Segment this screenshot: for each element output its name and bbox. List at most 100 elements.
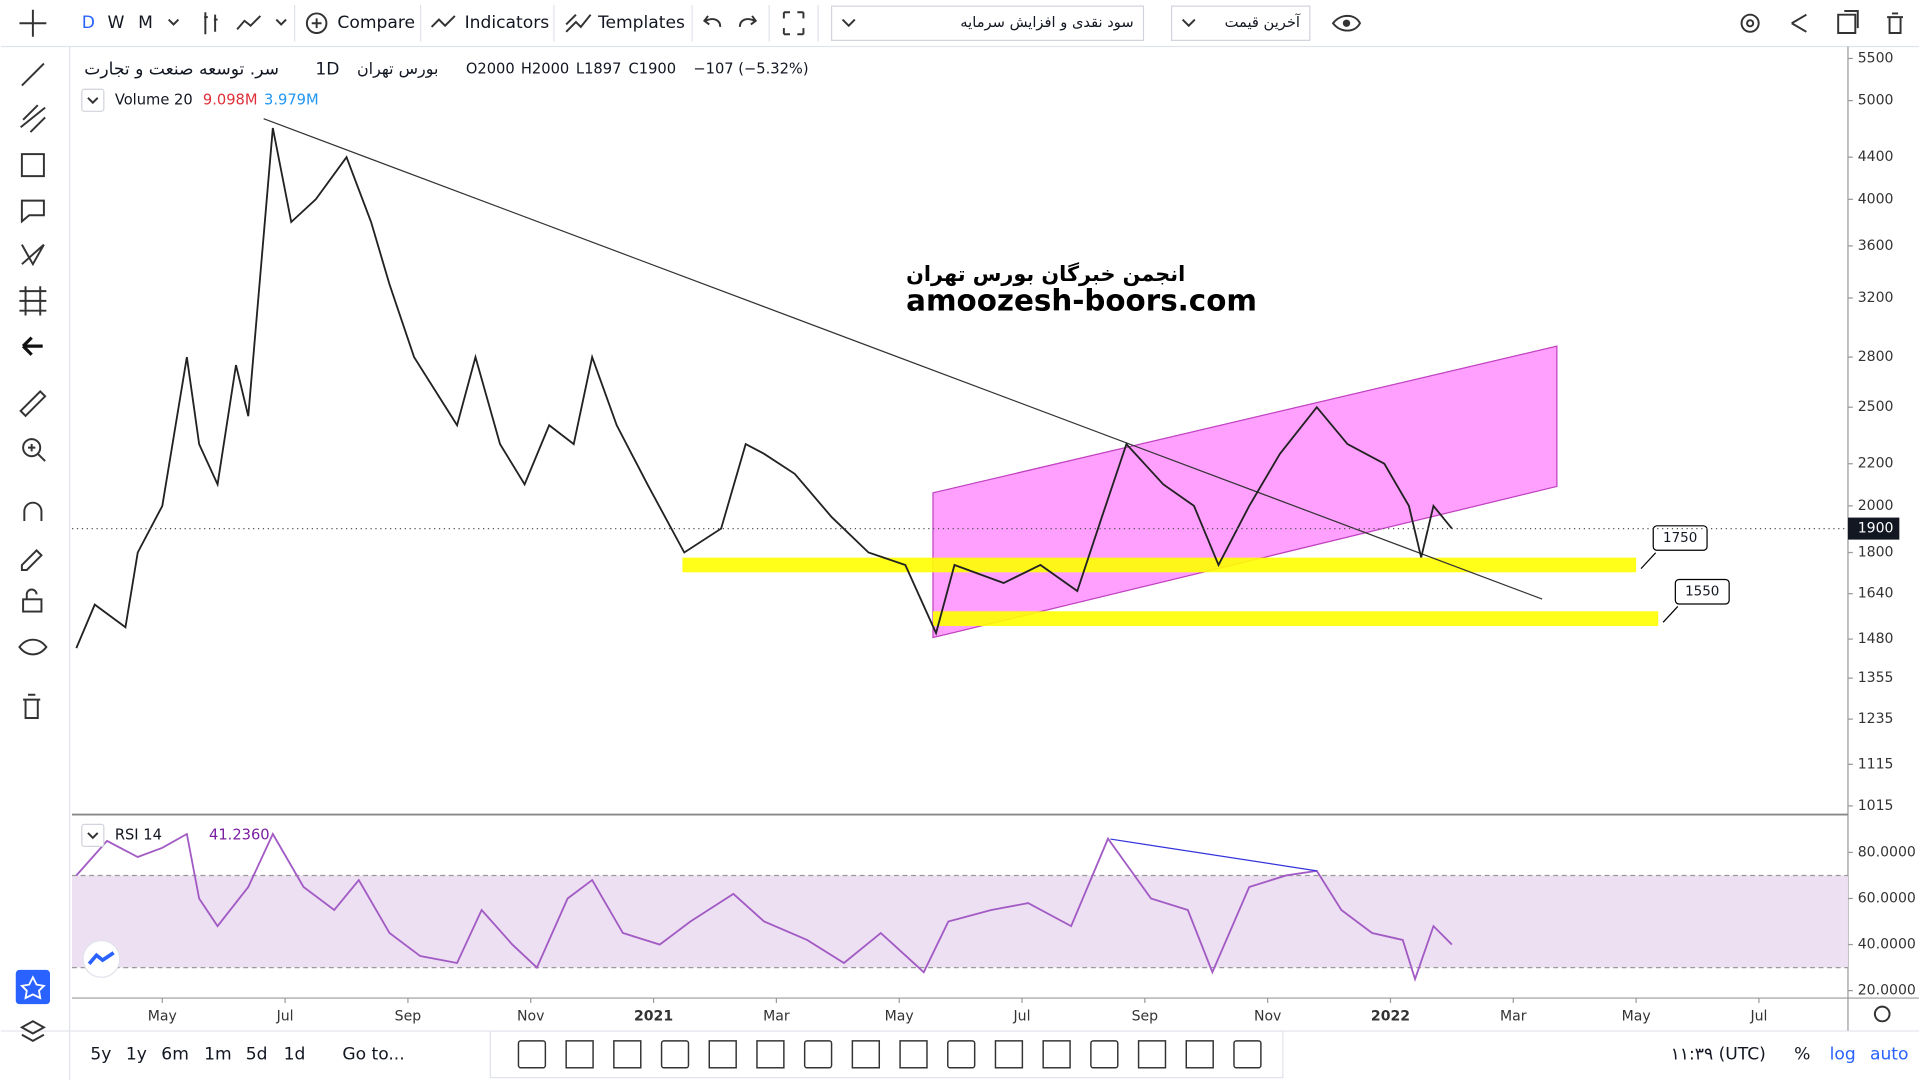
y-tick-label: 20.0000: [1858, 983, 1916, 999]
settings-icon[interactable]: [1740, 13, 1760, 33]
drawing-tool[interactable]: [1233, 1040, 1262, 1069]
indicators-icon[interactable]: [430, 15, 456, 28]
text-tool[interactable]: [20, 199, 45, 224]
last-price-badge: [1847, 517, 1900, 540]
range-button[interactable]: 1d: [284, 1044, 306, 1064]
magnet-tool[interactable]: [23, 501, 43, 522]
candles-icon[interactable]: [204, 12, 218, 35]
drawing-tool[interactable]: [994, 1040, 1024, 1069]
x-tick-label: May: [148, 1008, 177, 1024]
trash-icon[interactable]: [1887, 12, 1904, 35]
x-tick-label: Jul: [1749, 1008, 1767, 1024]
hide-tool[interactable]: [18, 638, 48, 656]
shape-tool[interactable]: [20, 153, 45, 178]
compare-icon[interactable]: [311, 18, 322, 29]
range-button[interactable]: 1y: [126, 1044, 147, 1064]
x-tick-label: 2021: [634, 1008, 673, 1024]
interval-button[interactable]: W: [107, 13, 124, 33]
drawing-tool[interactable]: [565, 1040, 594, 1069]
drawing-tool[interactable]: [1185, 1040, 1214, 1069]
line-icon[interactable]: [236, 15, 262, 30]
favorites-button[interactable]: [15, 969, 51, 1005]
visibility-icon[interactable]: [1342, 19, 1351, 27]
object-tree-button[interactable]: [19, 1020, 46, 1042]
visibility-icon[interactable]: [1331, 14, 1362, 32]
drawing-tool[interactable]: [851, 1040, 881, 1069]
undo-icon[interactable]: [703, 15, 722, 28]
back-tool[interactable]: [21, 336, 43, 356]
y-tick-label: 60.0000: [1858, 890, 1916, 906]
range-button[interactable]: 1m: [204, 1044, 232, 1064]
snapshot-icon[interactable]: [1837, 10, 1859, 35]
range-button[interactable]: 5y: [90, 1044, 111, 1064]
volume-value: 9.098M: [203, 91, 258, 108]
open-value: O2000: [466, 61, 515, 78]
range-button[interactable]: 5d: [246, 1044, 268, 1064]
pattern-tool[interactable]: [21, 243, 45, 267]
drawing-tool[interactable]: [1090, 1040, 1119, 1069]
y-tick-label: 3600: [1858, 238, 1894, 254]
dropdown-icon[interactable]: [1181, 18, 1196, 28]
templates-button[interactable]: Templates: [597, 13, 685, 33]
drawing-tool[interactable]: [1042, 1040, 1071, 1069]
share-icon[interactable]: [1791, 13, 1807, 33]
settings-icon[interactable]: [1746, 19, 1755, 28]
indicators-button[interactable]: Indicators: [465, 13, 550, 33]
drawing-tool[interactable]: [756, 1040, 785, 1069]
fib-tool[interactable]: [20, 104, 46, 133]
x-tick-label: 2022: [1371, 1008, 1410, 1024]
favorites-icon: [19, 975, 46, 1000]
range-button[interactable]: 6m: [161, 1044, 189, 1064]
drawing-tool[interactable]: [708, 1040, 737, 1069]
dropdown-icon[interactable]: [167, 18, 180, 26]
y-tick-label: 2800: [1858, 349, 1894, 365]
watermark-text: انجمن خبرگان بورس تهران: [906, 262, 1185, 286]
zoom-tool[interactable]: [27, 443, 46, 462]
ruler-tool[interactable]: [19, 390, 47, 418]
price-source-select-text: آخرین قیمت: [1225, 13, 1301, 31]
percent-button[interactable]: %: [1794, 1044, 1810, 1064]
prediction-tool[interactable]: [19, 286, 47, 316]
lock-tool[interactable]: [22, 598, 43, 613]
crosshair-icon[interactable]: [19, 9, 47, 37]
trendline-tool[interactable]: [21, 62, 45, 87]
drawing-tool[interactable]: [1137, 1040, 1167, 1069]
y-tick-label: 5000: [1858, 93, 1894, 109]
drawing-tool[interactable]: [899, 1040, 928, 1069]
lock-tool[interactable]: [25, 588, 38, 600]
log-button[interactable]: log: [1830, 1044, 1856, 1064]
compare-icon[interactable]: [305, 12, 328, 35]
callout-label: 1750: [1663, 531, 1697, 546]
redo-icon[interactable]: [738, 15, 758, 28]
zoom-tool[interactable]: [22, 438, 42, 458]
drawing-tool[interactable]: [660, 1040, 690, 1069]
adjustment-select[interactable]: [830, 5, 1145, 41]
remove-tool[interactable]: [23, 693, 41, 719]
templates-icon[interactable]: [565, 13, 592, 33]
drawing-tool[interactable]: [947, 1040, 976, 1069]
drawing-tool[interactable]: [803, 1040, 833, 1069]
dropdown-icon[interactable]: [275, 18, 287, 26]
axis-settings-icon[interactable]: [1873, 1005, 1891, 1023]
dropdown-icon[interactable]: [841, 18, 856, 28]
auto-button[interactable]: auto: [1870, 1044, 1909, 1064]
x-tick-label: Sep: [1132, 1008, 1159, 1024]
price-source-select[interactable]: [1170, 5, 1311, 41]
last-price-label: 1900: [1858, 521, 1894, 537]
drawing-tool[interactable]: [613, 1040, 642, 1069]
draw-mode-tool[interactable]: [20, 549, 43, 571]
low-value: L1897: [576, 61, 621, 78]
callout-label: 1550: [1685, 585, 1719, 600]
interval-button[interactable]: D: [82, 13, 95, 33]
collapse-button[interactable]: [81, 823, 105, 847]
drawing-tool[interactable]: [517, 1040, 547, 1069]
fullscreen-icon[interactable]: [782, 11, 805, 36]
x-tick-label: Jul: [1013, 1008, 1031, 1024]
collapse-button[interactable]: [81, 88, 105, 112]
trendline: [263, 118, 1543, 600]
compare-button[interactable]: Compare: [337, 13, 415, 33]
logo-mark: [87, 951, 115, 965]
interval-button[interactable]: M: [138, 13, 153, 33]
goto-button[interactable]: Go to...: [342, 1044, 404, 1064]
